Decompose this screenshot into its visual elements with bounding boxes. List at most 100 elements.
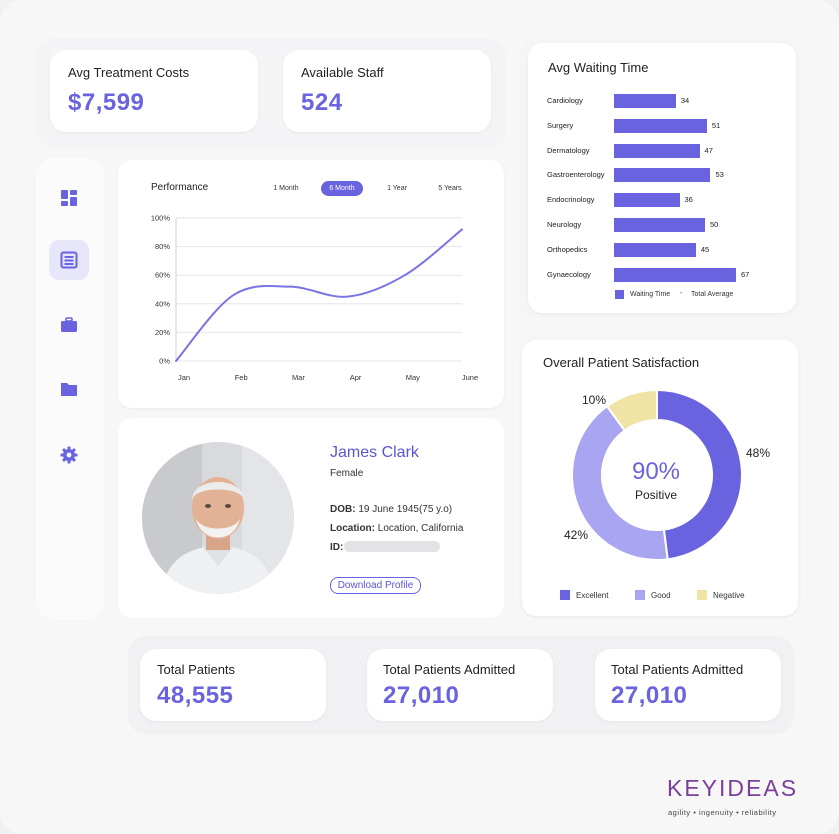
- slice-label-excellent: 48%: [746, 446, 771, 460]
- patient-dob: DOB: 19 June 1945(75 y.o): [330, 504, 452, 515]
- x-tick-label: Feb: [235, 373, 248, 382]
- patient-gender: Female: [330, 468, 364, 479]
- data-label: 45: [700, 244, 710, 254]
- data-label: 36: [684, 195, 693, 205]
- y-tick-label: 40%: [155, 299, 170, 308]
- satisfaction-card: Overall Patient Satisfaction 90% Positiv…: [522, 340, 798, 616]
- id-value-redacted: [344, 541, 440, 552]
- patient-name: James Clark: [330, 444, 419, 461]
- y-tick-label: 20%: [155, 328, 170, 337]
- location-label: Location:: [330, 523, 375, 534]
- waiting-time-card: Avg Waiting Time Cardiology 34 Surgery 51 De…: [528, 43, 796, 313]
- tab-6-month[interactable]: 6 Month: [321, 181, 363, 196]
- tab-5-years[interactable]: 5 Years: [438, 185, 462, 192]
- data-label: 50: [710, 220, 719, 229]
- patient-profile-card: James Clark Female DOB: 19 June 1945(75 …: [118, 418, 504, 618]
- stat-value: 27,010: [611, 682, 688, 709]
- legend-swatch-excellent: [560, 590, 570, 600]
- data-label: 67: [740, 269, 750, 279]
- brand-tagline: agility • ingenuity • reliability: [668, 808, 777, 817]
- satisfaction-center-value: 90%: [631, 458, 681, 485]
- satisfaction-center-label: Positive: [634, 488, 678, 502]
- donut-slice-good: [571, 404, 669, 561]
- x-tick-label: Jan: [178, 373, 190, 382]
- stat-value: 27,010: [383, 682, 460, 709]
- category-label: Gynaecology: [547, 269, 591, 279]
- dob-value: 19 June 1945(75 y.o): [358, 504, 453, 515]
- x-tick-label: May: [406, 373, 420, 382]
- location-value: Location, California: [377, 523, 464, 534]
- bar: [614, 143, 700, 158]
- series-line-performance: [175, 228, 463, 362]
- waiting-time-title: Avg Waiting Time: [548, 60, 649, 75]
- sidebar-item-list[interactable]: [49, 240, 89, 280]
- dashboard-icon: [61, 190, 77, 206]
- bar: [614, 218, 705, 232]
- sidebar-item-dashboard[interactable]: [49, 178, 89, 218]
- donut-slice-negative: [605, 388, 658, 432]
- data-label: 53: [715, 170, 724, 180]
- data-label: 34: [680, 96, 690, 105]
- patient-id: ID:: [330, 542, 343, 553]
- sidebar-item-folder[interactable]: [49, 369, 89, 409]
- y-tick-label: 80%: [155, 242, 170, 251]
- category-label: Dermatology: [547, 145, 590, 155]
- dob-label: DOB:: [330, 504, 356, 515]
- sidebar-item-briefcase[interactable]: [49, 305, 89, 345]
- stat-value: 524: [301, 89, 343, 116]
- stat-card-available-staff: Available Staff 524: [283, 50, 491, 132]
- category-label: Surgery: [547, 120, 574, 130]
- legend-negative: Negative: [713, 591, 745, 600]
- performance-card: Performance 1 Month 6 Month 1 Year 5 Yea…: [118, 160, 504, 408]
- bar: [614, 94, 676, 108]
- avatar-photo: [142, 442, 294, 594]
- list-icon: [60, 251, 78, 269]
- data-label: 51: [711, 120, 721, 130]
- bar: [614, 242, 696, 257]
- id-label: ID:: [330, 542, 344, 553]
- bar: [614, 118, 707, 133]
- category-label: Endocrinology: [547, 195, 595, 205]
- y-tick-label: 0%: [159, 357, 170, 366]
- stat-value: 48,555: [157, 682, 234, 709]
- stat-card-total-patients: Total Patients 48,555: [140, 649, 326, 721]
- sidebar-item-settings[interactable]: [49, 435, 89, 475]
- waiting-time-bar-chart: Cardiology 34 Surgery 51 Dermatology 47 Gastro…: [528, 43, 796, 313]
- stat-card-avg-treatment-costs: Avg Treatment Costs $7,599: [50, 50, 258, 132]
- satisfaction-title: Overall Patient Satisfaction: [543, 355, 700, 370]
- category-label: Cardiology: [547, 96, 583, 105]
- legend-separator: -: [680, 290, 683, 297]
- satisfaction-donut-chart: [571, 388, 743, 561]
- stat-card-total-patients-admitted: Total Patients Admitted 27,010: [367, 649, 553, 721]
- y-tick-label: 60%: [155, 271, 170, 280]
- performance-title: Performance: [151, 182, 209, 193]
- stat-label: Available Staff: [301, 65, 384, 80]
- x-tick-label: Mar: [292, 373, 305, 382]
- x-tick-label: Apr: [350, 373, 362, 382]
- legend-waiting-time: Waiting Time: [630, 291, 671, 298]
- bar: [614, 267, 736, 282]
- stat-label: Avg Treatment Costs: [68, 65, 190, 80]
- stat-label: Total Patients: [157, 662, 236, 677]
- brand-logo: KEYIDEAS: [667, 775, 799, 801]
- slice-label-negative: 10%: [582, 393, 607, 407]
- legend-swatch-negative: [697, 590, 707, 600]
- y-tick-label: 100%: [151, 214, 171, 223]
- stat-label: Total Patients Admitted: [383, 662, 516, 677]
- avatar: [142, 442, 294, 594]
- stat-card-total-patients-admitted-2: Total Patients Admitted 27,010: [595, 649, 781, 721]
- tab-1-year[interactable]: 1 Year: [387, 185, 407, 192]
- stat-label: Total Patients Admitted: [611, 662, 744, 677]
- download-profile-button[interactable]: Download Profile: [330, 577, 421, 594]
- donut-slice-excellent: [656, 388, 743, 561]
- gear-icon: [60, 446, 78, 464]
- folder-icon: [61, 383, 77, 396]
- legend-good: Good: [651, 591, 671, 600]
- data-label: 47: [704, 145, 713, 155]
- stat-value: $7,599: [68, 89, 145, 116]
- performance-line-chart: 0% 20% 40% 60% 80% 100% Jan Feb Mar Apr May June: [151, 214, 478, 383]
- category-label: Neurology: [547, 220, 582, 229]
- briefcase-icon: [61, 317, 77, 332]
- legend-excellent: Excellent: [576, 591, 609, 600]
- tab-1-month[interactable]: 1 Month: [273, 185, 299, 192]
